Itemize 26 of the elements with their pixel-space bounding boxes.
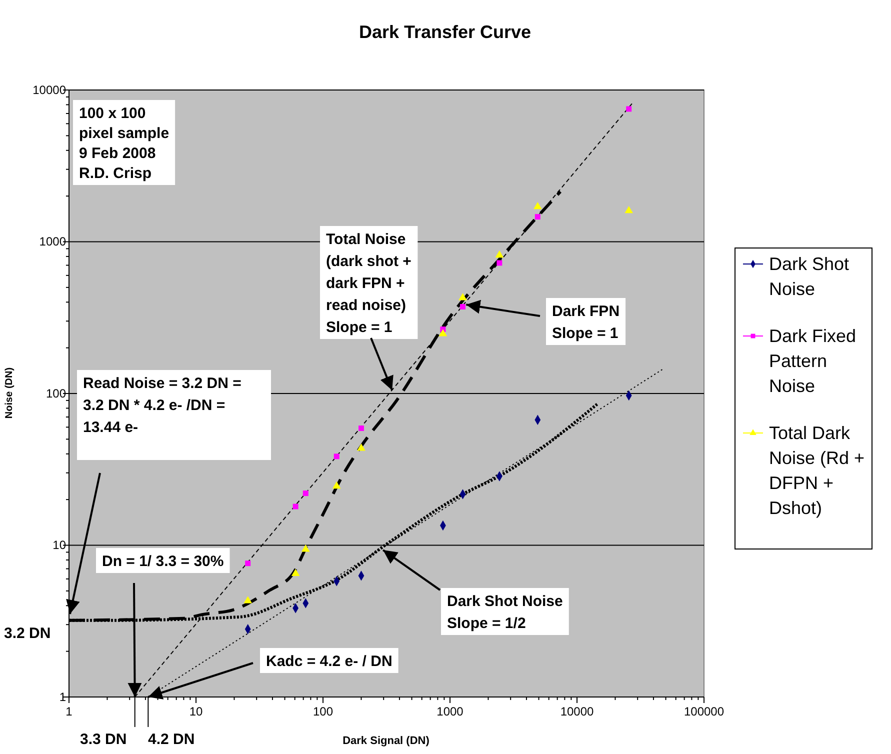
legend-label: Dark Shot Noise [769,254,850,299]
annotation: Dark FPN Slope = 1 [552,303,620,342]
annotation: 100 x 100 pixel sample 9 Feb 2008 R.D. Crisp [79,105,170,182]
legend-label: Dark Fixed Pattern Noise [769,326,856,396]
y-tick-label: 10000 [32,82,66,97]
annotation: Read Noise = 3.2 DN = 3.2 DN * 4.2 e- /DN = 13.44 e- [83,375,242,436]
x-tick-label: 10000 [560,704,594,719]
annotation: 3.3 DN [80,731,127,748]
y-axis-title: Noise (DN) [4,367,15,419]
y-tick-label: 1000 [39,234,66,249]
annotation: Total Noise (dark shot + dark FPN + read noise) Slope = 1 [326,231,412,336]
y-tick-label: 10 [52,538,66,552]
x-tick-label: 100 [312,704,334,719]
y-tick-label: 100 [46,386,66,400]
y-tick-label: 1 [59,690,66,704]
x-tick-label: 100000 [684,704,724,719]
annotation: Dn = 1/ 3.3 = 30% [102,553,224,570]
x-tick-label: 1000 [436,704,464,719]
x-tick-label: 10 [189,704,203,719]
text: 3.2 DN [4,625,51,642]
annotation: Dark Shot Noise Slope = 1/2 [447,593,563,632]
chart-title: Dark Transfer Curve [358,22,532,42]
annotation: Kadc = 4.2 e- / DN [266,653,392,670]
x-axis-title: Dark Signal (DN) [342,735,430,747]
legend-label: Total Dark Noise (Rd + DFPN + Dshot) [769,423,865,518]
annotation: 4.2 DN [148,731,195,748]
